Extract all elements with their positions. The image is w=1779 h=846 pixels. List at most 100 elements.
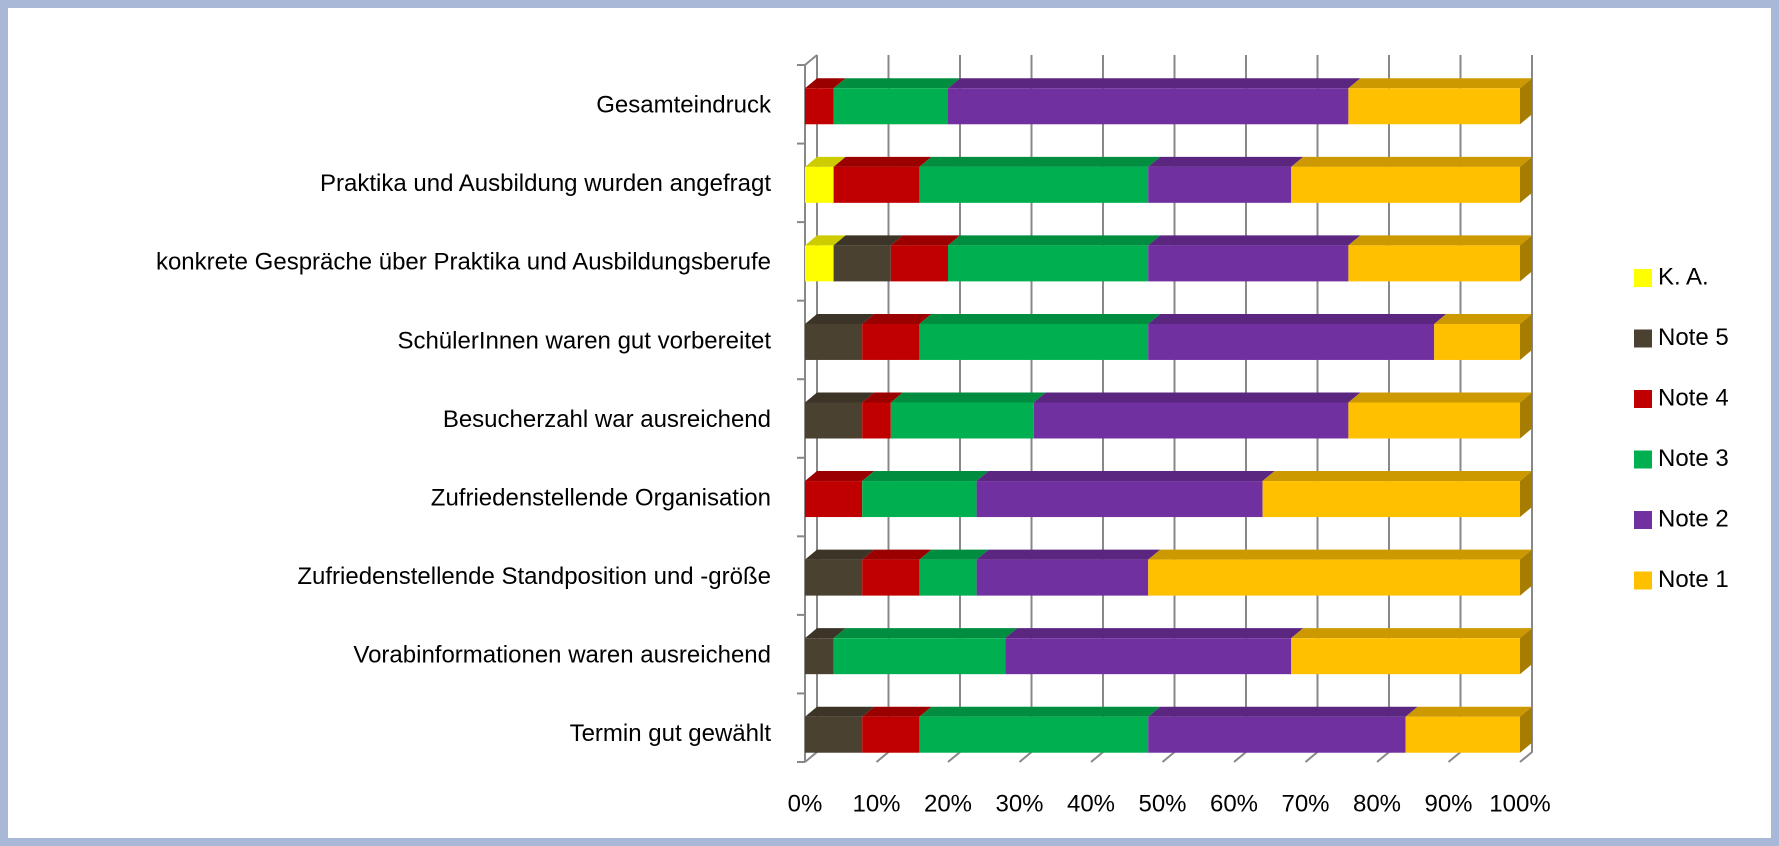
bar-side-face: [1520, 235, 1532, 282]
bar-front: [1148, 716, 1406, 753]
bar-top-face: [805, 156, 846, 167]
legend-label: Note 5: [1658, 324, 1729, 351]
bar-segment: [862, 706, 932, 753]
bar-top-face: [890, 235, 960, 246]
bar-top-face: [948, 235, 1161, 246]
bar-top-face: [805, 706, 875, 717]
x-tick-label: 60%: [1210, 790, 1258, 817]
bar-front: [805, 559, 863, 596]
category-label: Zufriedenstellende Standposition und -gr…: [297, 563, 771, 590]
x-tick-label: 70%: [1281, 790, 1329, 817]
bar-segment: [833, 156, 932, 203]
bar-segment: [890, 392, 1046, 439]
bar-segment: [833, 628, 1018, 675]
bar-side-face: [1520, 471, 1532, 518]
bar-front: [919, 166, 1149, 203]
bar-top-face: [976, 549, 1161, 560]
bar-segment: [1348, 235, 1532, 282]
bar-segment: [1148, 313, 1447, 360]
bar-segment: [1291, 628, 1532, 675]
category-label: SchülerInnen waren gut vorbereitet: [397, 327, 771, 354]
bar-front: [1291, 638, 1520, 675]
bar-front: [833, 166, 920, 203]
x-tick-label: 30%: [995, 790, 1043, 817]
bar-front: [1405, 716, 1520, 753]
x-tick-label: 100%: [1489, 790, 1550, 817]
bar-segment: [948, 78, 1361, 125]
x-tick-label: 40%: [1067, 790, 1115, 817]
bar-top-face: [805, 313, 875, 324]
legend-label: Note 4: [1658, 384, 1729, 411]
bar-segment: [948, 235, 1161, 282]
legend-swatch: [1634, 571, 1652, 590]
bar-front: [976, 481, 1263, 518]
bar-segment: [805, 706, 875, 753]
x-tick-label: 90%: [1424, 790, 1472, 817]
bar-front: [862, 559, 920, 596]
bar-segment: [805, 628, 846, 675]
category-label: Vorabinformationen waren ausreichend: [353, 642, 771, 669]
bar-segment: [805, 313, 875, 360]
bar-front: [833, 88, 948, 125]
bar-segment: [1405, 706, 1532, 753]
bar-segment: [1148, 549, 1532, 596]
bar-top-face: [805, 78, 846, 89]
bar-front: [805, 716, 863, 753]
bar-segment: [1348, 392, 1532, 439]
bar-top-face: [833, 628, 1018, 639]
bar-front: [805, 402, 863, 439]
bar-segment: [805, 78, 846, 125]
x-tick-label: 10%: [852, 790, 900, 817]
bar-segment: [862, 313, 932, 360]
bar-front: [833, 245, 891, 282]
bar-top-face: [862, 706, 932, 717]
bar-front: [1148, 323, 1435, 360]
category-label: Gesamteindruck: [596, 92, 772, 119]
bar-side-face: [1520, 392, 1532, 439]
category-label: Praktika und Ausbildung wurden angefragt: [320, 170, 771, 197]
legend-label: Note 1: [1658, 566, 1729, 593]
bar-segment: [833, 235, 903, 282]
bar-top-face: [805, 471, 875, 482]
category-label: Termin gut gewählt: [570, 720, 772, 747]
bar-front: [1291, 166, 1520, 203]
bar-side-face: [1520, 706, 1532, 753]
bar-top-face: [1005, 628, 1304, 639]
bar-top-face: [1434, 313, 1532, 324]
bar-segment: [1148, 706, 1418, 753]
bar-top-face: [833, 156, 932, 167]
bar-top-face: [890, 392, 1046, 403]
bar-top-face: [919, 313, 1161, 324]
bar-front: [862, 323, 920, 360]
bar-top-face: [1348, 235, 1532, 246]
bar-front: [1348, 402, 1520, 439]
bar-front: [919, 559, 977, 596]
category-label: Besucherzahl war ausreichend: [443, 406, 771, 433]
bar-front: [948, 88, 1349, 125]
bar-segment: [862, 392, 903, 439]
grid-line: [1519, 55, 1533, 763]
bar-segment: [1291, 156, 1532, 203]
bar-front: [805, 481, 863, 518]
bar-top-face: [1148, 549, 1532, 560]
bar-segment: [805, 156, 846, 203]
legend-swatch: [1634, 390, 1652, 408]
bar-front: [833, 638, 1006, 675]
bar-side-face: [1520, 156, 1532, 203]
bar-segment: [805, 392, 875, 439]
bar-segment: [890, 235, 960, 282]
bar-front: [1148, 245, 1349, 282]
bar-segment: [1148, 235, 1361, 282]
bar-segment: [862, 471, 989, 518]
bar-segment: [976, 549, 1161, 596]
x-tick-label: 80%: [1353, 790, 1401, 817]
bar-segment: [976, 471, 1275, 518]
bar-front: [862, 716, 920, 753]
bar-front: [805, 245, 834, 282]
bar-top-face: [948, 78, 1361, 89]
bar-front: [862, 481, 977, 518]
bar-top-face: [805, 392, 875, 403]
bar-segment: [919, 549, 989, 596]
